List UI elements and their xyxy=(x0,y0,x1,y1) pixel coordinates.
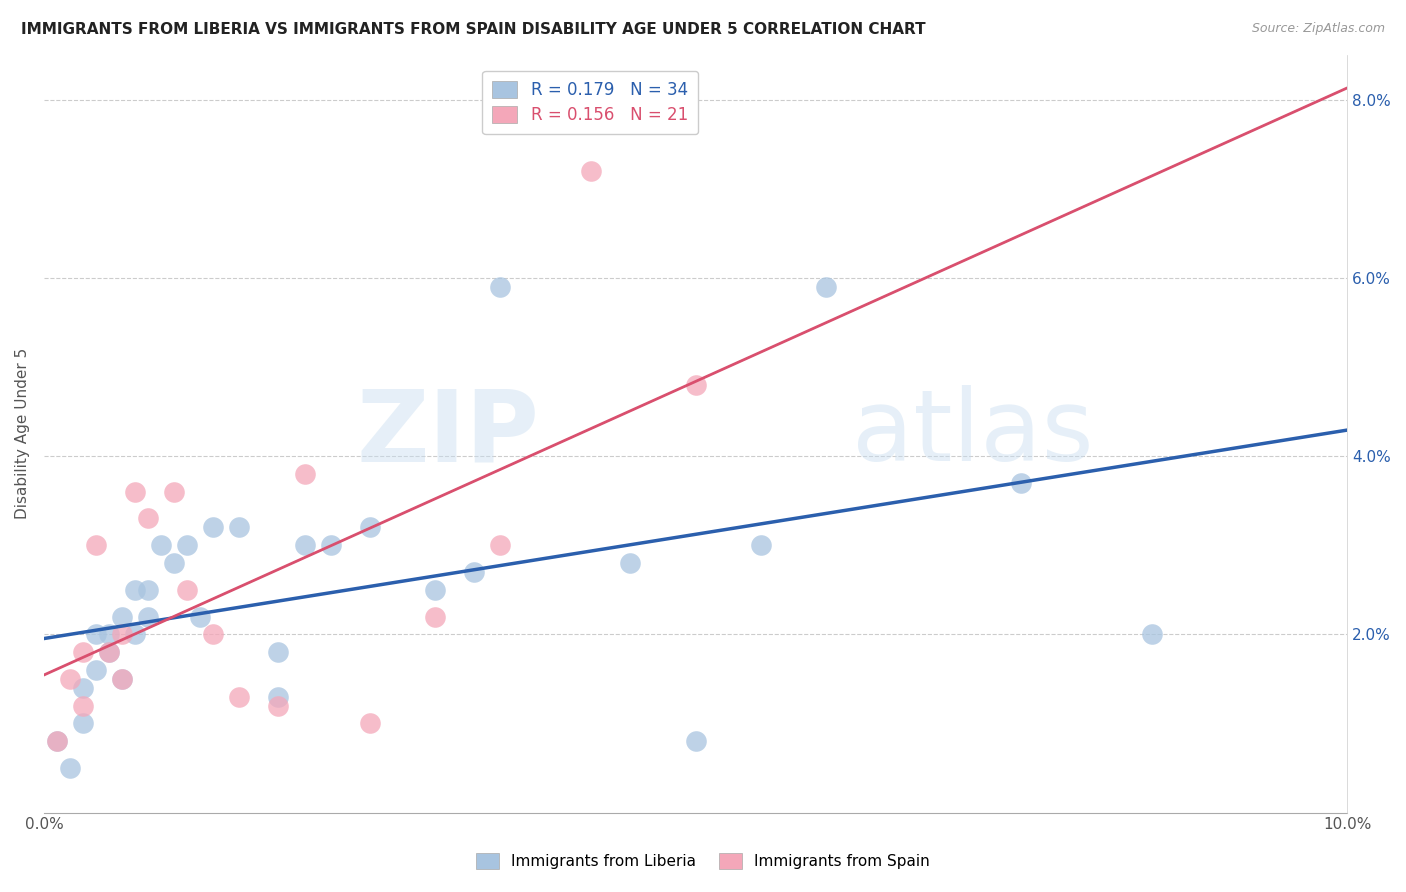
Point xyxy=(45,734,67,748)
Point xyxy=(619,556,641,570)
Text: Source: ZipAtlas.com: Source: ZipAtlas.com xyxy=(1251,22,1385,36)
Point xyxy=(72,645,94,659)
Point xyxy=(150,538,173,552)
Point xyxy=(685,377,707,392)
Point xyxy=(228,690,250,704)
Point xyxy=(111,609,134,624)
Point xyxy=(124,484,146,499)
Text: atlas: atlas xyxy=(852,385,1094,483)
Point xyxy=(294,467,316,481)
Point xyxy=(136,511,159,525)
Point xyxy=(202,627,225,641)
Point xyxy=(749,538,772,552)
Point xyxy=(124,582,146,597)
Point xyxy=(84,663,107,677)
Point xyxy=(489,538,512,552)
Text: ZIP: ZIP xyxy=(356,385,538,483)
Point xyxy=(1010,475,1032,490)
Point xyxy=(84,627,107,641)
Point xyxy=(359,520,381,534)
Point xyxy=(319,538,342,552)
Point xyxy=(267,690,290,704)
Point xyxy=(423,582,446,597)
Point xyxy=(124,627,146,641)
Point xyxy=(228,520,250,534)
Point xyxy=(163,556,186,570)
Point xyxy=(267,645,290,659)
Point xyxy=(359,716,381,731)
Point xyxy=(111,627,134,641)
Point xyxy=(581,164,603,178)
Point xyxy=(84,538,107,552)
Point xyxy=(98,645,121,659)
Point xyxy=(98,627,121,641)
Point xyxy=(45,734,67,748)
Point xyxy=(202,520,225,534)
Point xyxy=(188,609,211,624)
Point xyxy=(489,280,512,294)
Point xyxy=(72,698,94,713)
Legend: Immigrants from Liberia, Immigrants from Spain: Immigrants from Liberia, Immigrants from… xyxy=(470,847,936,875)
Point xyxy=(111,672,134,686)
Point xyxy=(176,582,198,597)
Point xyxy=(685,734,707,748)
Text: IMMIGRANTS FROM LIBERIA VS IMMIGRANTS FROM SPAIN DISABILITY AGE UNDER 5 CORRELAT: IMMIGRANTS FROM LIBERIA VS IMMIGRANTS FR… xyxy=(21,22,925,37)
Point xyxy=(423,609,446,624)
Point xyxy=(98,645,121,659)
Point xyxy=(136,582,159,597)
Point xyxy=(72,681,94,695)
Point xyxy=(72,716,94,731)
Point xyxy=(1140,627,1163,641)
Point xyxy=(111,672,134,686)
Legend: R = 0.179   N = 34, R = 0.156   N = 21: R = 0.179 N = 34, R = 0.156 N = 21 xyxy=(482,71,697,134)
Point xyxy=(463,565,485,579)
Point xyxy=(59,761,82,775)
Point xyxy=(59,672,82,686)
Point xyxy=(814,280,837,294)
Point xyxy=(294,538,316,552)
Y-axis label: Disability Age Under 5: Disability Age Under 5 xyxy=(15,348,30,519)
Point xyxy=(136,609,159,624)
Point xyxy=(176,538,198,552)
Point xyxy=(267,698,290,713)
Point xyxy=(163,484,186,499)
